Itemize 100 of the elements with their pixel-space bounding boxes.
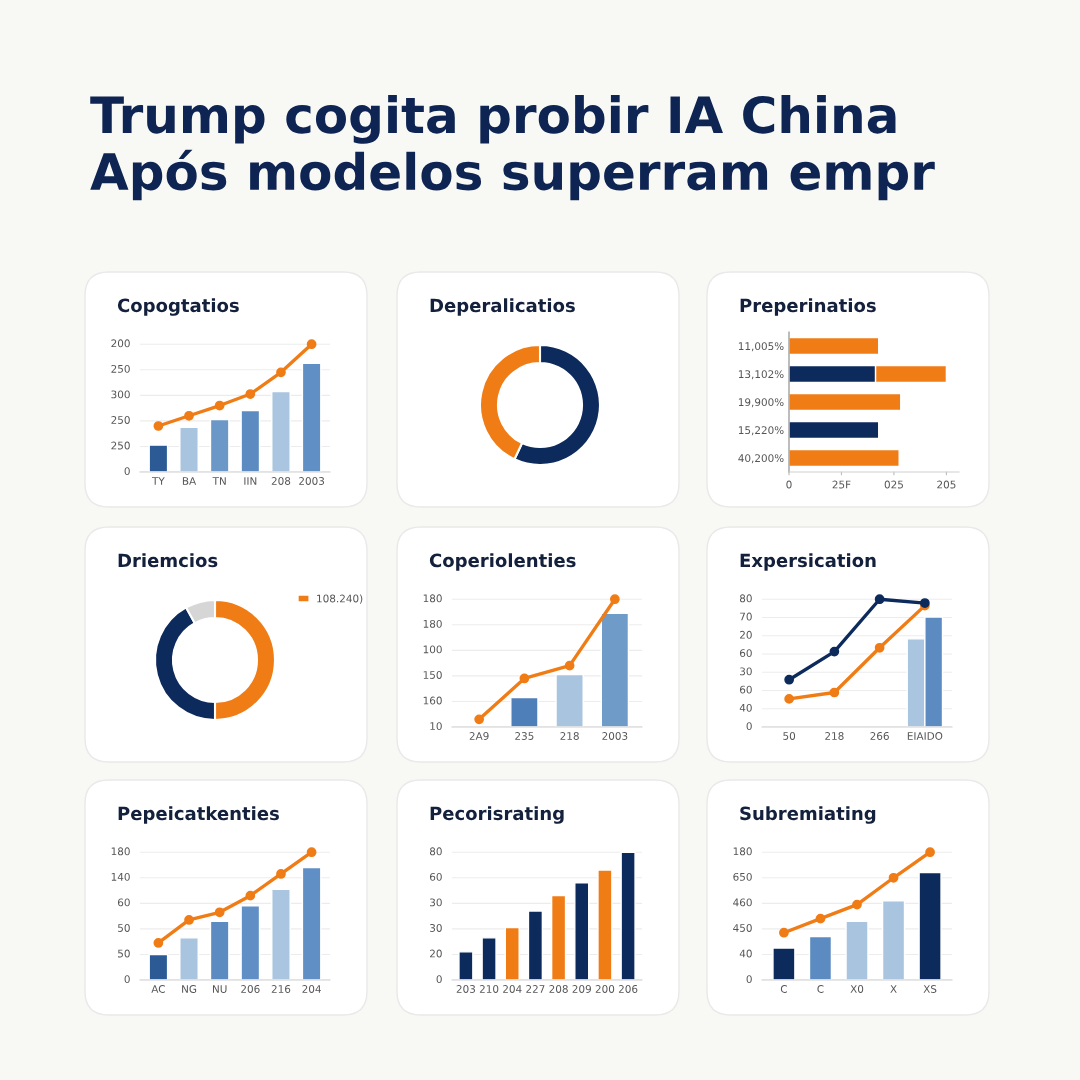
bar <box>301 866 322 980</box>
bar <box>209 920 230 980</box>
y-tick-label: 19,900% <box>738 398 784 408</box>
point <box>829 687 840 698</box>
y-tick-label: 40,200% <box>738 454 784 464</box>
bar <box>789 336 880 356</box>
bar <box>240 905 261 980</box>
text: 180 <box>423 594 442 603</box>
bar <box>504 926 520 980</box>
bar <box>148 953 169 980</box>
bar <box>789 448 900 468</box>
text: 205 <box>937 480 956 489</box>
x-tick-label: 204 <box>302 985 321 993</box>
chart-title: Preperinatios <box>740 298 876 316</box>
x-tick-label: NU <box>212 985 227 993</box>
text: 30 <box>430 924 442 932</box>
legend-label: 108.240) <box>317 594 363 604</box>
text: 0 <box>746 975 752 984</box>
point <box>306 339 317 350</box>
point <box>829 646 840 657</box>
bar <box>481 937 497 980</box>
point <box>815 913 826 924</box>
point <box>245 890 256 901</box>
x-tick-label: 2003 <box>299 477 325 485</box>
text: 250 <box>111 441 130 450</box>
chart-title: Driemcios <box>118 553 218 568</box>
y-tick-label: 15,220% <box>738 426 784 436</box>
x-tick-label: 210 <box>479 985 499 993</box>
text: 650 <box>733 872 752 881</box>
bar <box>458 951 474 980</box>
text: 460 <box>733 898 752 907</box>
text: 30 <box>430 898 442 907</box>
text: 30 <box>740 667 752 676</box>
text: 180 <box>423 619 442 628</box>
point <box>874 594 885 605</box>
text: 60 <box>429 872 442 881</box>
text: 450 <box>733 924 752 932</box>
text: 300 <box>111 390 130 399</box>
x-tick-label: IIN <box>244 477 257 485</box>
point <box>474 714 485 725</box>
bar <box>881 900 906 980</box>
bar <box>597 869 613 980</box>
x-tick-label: 206 <box>241 985 260 993</box>
x-tick-label: 204 <box>503 985 522 993</box>
text: 200 <box>111 339 130 348</box>
point <box>245 389 256 399</box>
chart-title: Copogtatios <box>117 298 239 316</box>
x-tick-label: 2A9 <box>469 732 489 740</box>
text: 0 <box>124 975 130 984</box>
point <box>214 907 225 918</box>
point <box>184 410 194 421</box>
chart-title: Expersication <box>740 553 876 571</box>
x-tick-label: 216 <box>271 985 291 993</box>
bar <box>301 362 322 472</box>
text: 50 <box>118 949 130 958</box>
point <box>214 400 225 411</box>
point <box>306 847 317 858</box>
text: 40 <box>739 949 752 958</box>
x-tick-label: 2003 <box>602 732 628 740</box>
bar <box>574 882 590 980</box>
x-tick-label: C <box>817 985 824 993</box>
chart-title: Coperiolenties <box>429 553 576 571</box>
point <box>184 915 194 925</box>
point <box>779 927 789 938</box>
x-tick-label: 50 <box>783 732 796 740</box>
bar <box>148 444 169 472</box>
bar <box>271 390 291 472</box>
x-tick-label: AC <box>151 985 165 993</box>
text: 40 <box>739 703 752 712</box>
x-tick-label: 208 <box>271 477 291 485</box>
point <box>784 694 795 704</box>
bar <box>918 871 942 980</box>
bar <box>550 894 567 980</box>
point <box>564 660 575 671</box>
text: 180 <box>733 847 752 856</box>
bar <box>789 392 902 412</box>
point <box>874 642 885 653</box>
x-tick-label: X0 <box>850 985 864 993</box>
text: Trump cogita probir IA China Após modelos superram empr <box>90 95 935 201</box>
bar <box>240 409 261 472</box>
point <box>519 673 530 684</box>
point <box>784 674 795 685</box>
text: 0 <box>746 722 752 731</box>
text: 50 <box>118 924 130 932</box>
text: 60 <box>739 685 752 694</box>
bar <box>209 418 230 472</box>
x-tick-label: BA <box>182 477 197 485</box>
text: 180 <box>111 847 130 856</box>
bar <box>179 426 199 472</box>
x-tick-label: 266 <box>870 732 889 740</box>
bar <box>620 851 636 980</box>
x-tick-label: TY <box>151 477 165 485</box>
text: 20 <box>740 630 752 639</box>
x-tick-label: 235 <box>515 732 534 740</box>
x-tick-label: 206 <box>618 985 638 993</box>
point <box>888 872 899 883</box>
x-tick-label: XS <box>923 985 937 993</box>
x-tick-label: 209 <box>572 985 591 993</box>
x-tick-label: 200 <box>595 985 615 993</box>
text: 10 <box>430 722 442 731</box>
